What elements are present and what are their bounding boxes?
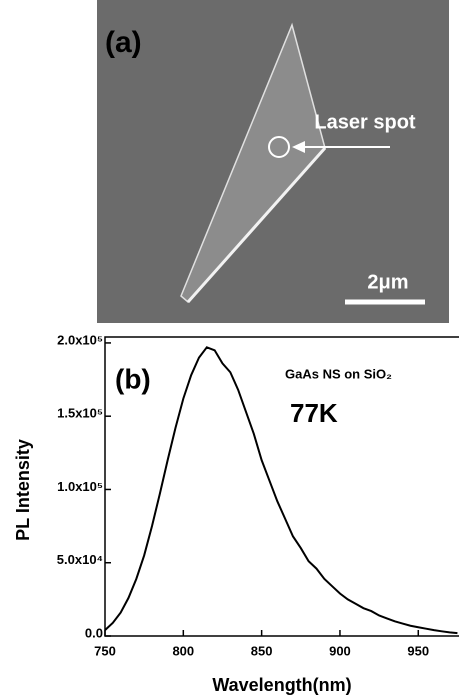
y-tick-label: 5.0x10⁴	[57, 552, 103, 567]
plot: (b) GaAs NS on SiO₂ 77K Wavelength(nm) P…	[13, 363, 392, 694]
y-tick-label: 2.0x10⁵	[57, 332, 103, 347]
panel-label: (b)	[115, 363, 151, 394]
arrow-head	[292, 141, 305, 153]
y-tick-label: 1.5x10⁵	[57, 406, 103, 421]
annotation: Laser spot	[314, 111, 415, 133]
x-tick-label: 850	[251, 643, 273, 658]
laser-spot-marker	[268, 136, 290, 158]
x-axis-label: Wavelength(nm)	[212, 675, 351, 695]
nanosheet-edge	[186, 147, 327, 303]
sem-image: Laser spot 2μm (a)	[97, 0, 449, 323]
x-tick-label: 900	[329, 643, 351, 658]
y-tick-label: 1.0x10⁵	[57, 479, 103, 494]
annotation: GaAs NS on SiO₂	[285, 366, 392, 381]
annotation: 77K	[290, 398, 338, 428]
scale-bar-label: 2μm	[367, 271, 408, 293]
plot-frame	[104, 336, 459, 637]
x-tick-label: 750	[94, 643, 116, 658]
x-tick-label: 950	[407, 643, 429, 658]
x-tick-label: 800	[172, 643, 194, 658]
panel-label: (a)	[105, 26, 142, 59]
y-tick-label: 0.0	[85, 625, 103, 640]
spectrum-line	[104, 346, 458, 635]
y-axis-label: PL Intensity	[13, 439, 33, 541]
